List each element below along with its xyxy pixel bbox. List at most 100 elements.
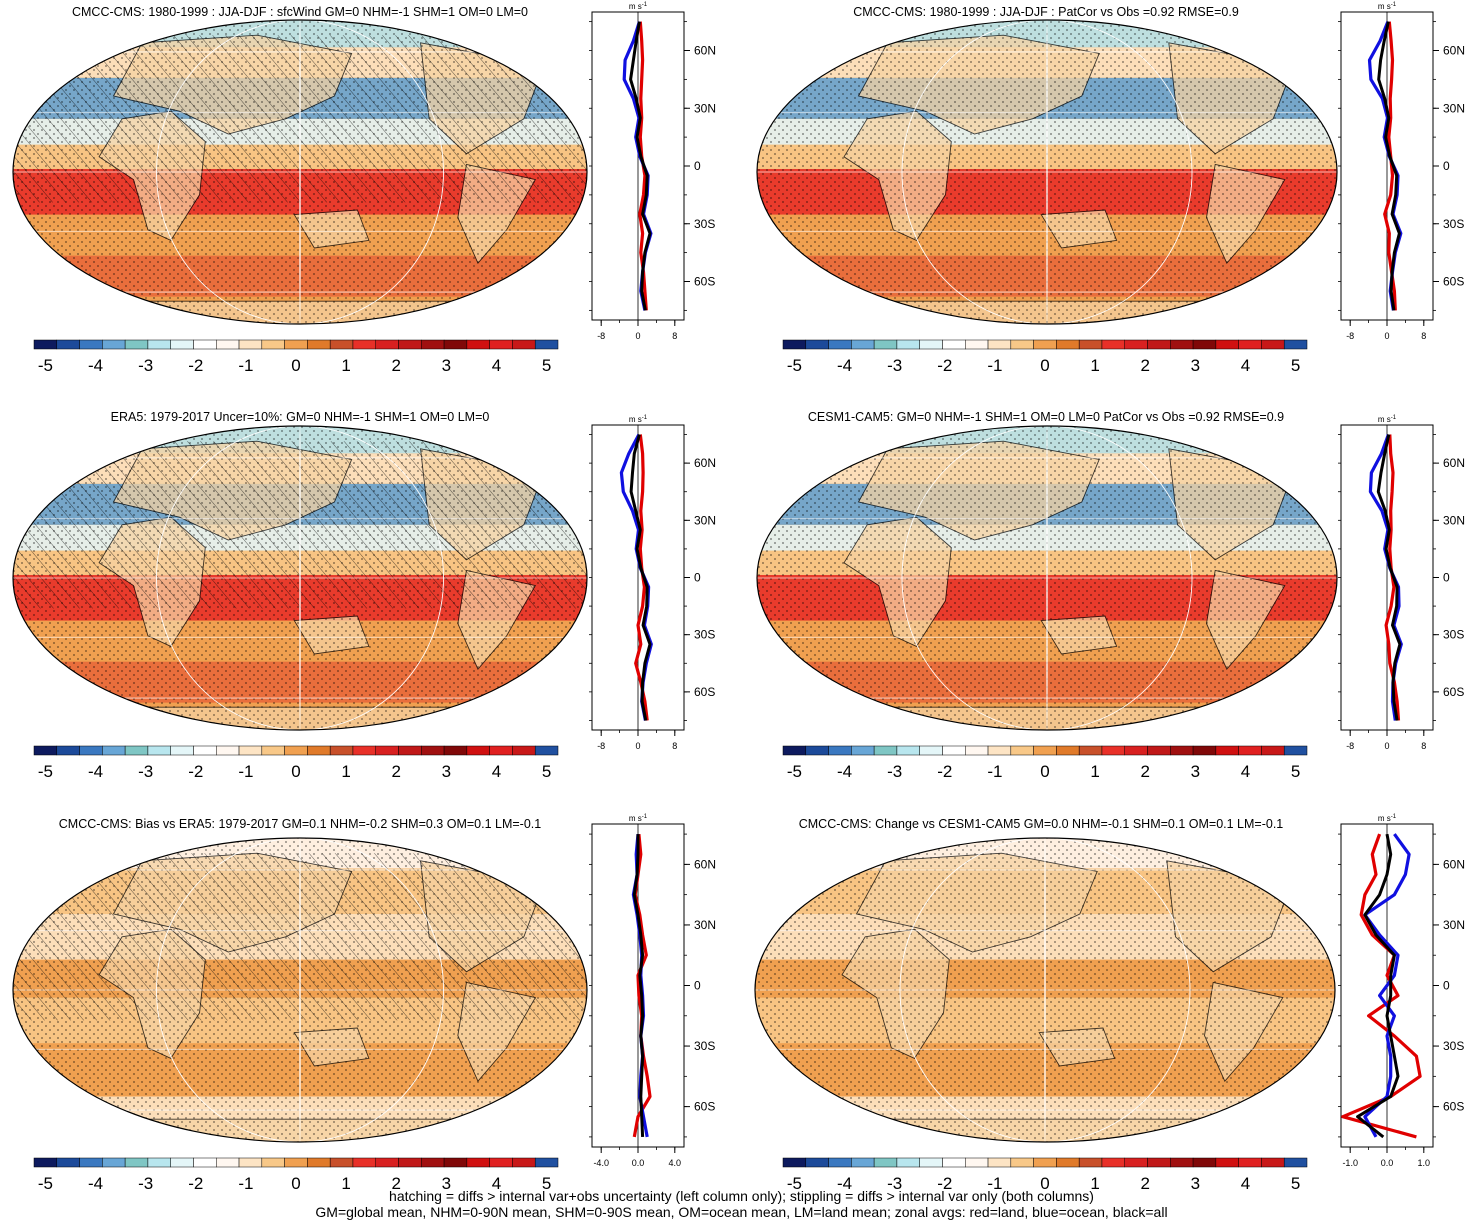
panel-title: CESM1-CAM5: GM=0 NHM=-1 SHM=1 OM=0 LM=0 … [807,410,1285,424]
lat-label: 30N [1443,513,1465,527]
colorbar-label: 3 [442,762,451,781]
colorbar-label: -4 [837,762,852,781]
colorbar-swatch [896,339,920,350]
colorbar-swatch [512,339,536,350]
zonal-series-all [629,21,652,311]
colorbar-swatch [1147,339,1171,350]
colorbar-swatch [1170,1157,1194,1168]
colorbar-swatch [102,339,126,350]
zonal-xtick-label: 0 [1384,331,1389,341]
panel-title: ERA5: 1979-2017 Uncer=10%: GM=0 NHM=-1 S… [110,410,490,424]
colorbar-swatch [851,339,875,350]
panel-6: CMCC-CMS: Change vs CESM1-CAM5 GM=0.0 NH… [741,812,1483,1193]
zonal-xtick-label: -1.0 [1342,1158,1358,1168]
zonal-units-exp: -1 [642,814,648,820]
panel-graphic: m s-1 60N 30N 0 30S 60S -4.0 0.0 4.0 -5 -4 -3 -2 -1 0 1… [12,814,716,1193]
colorbar-swatch [782,339,807,350]
meridian-1 [1046,426,1048,730]
colorbar-label: -4 [88,1174,103,1193]
colorbar-swatch [1010,339,1034,350]
colorbar-swatch [443,1157,468,1168]
colorbar-label: 3 [442,356,451,375]
colorbar-swatch [489,339,513,350]
colorbar-swatch [1078,745,1103,756]
colorbar-label: 4 [492,356,501,375]
zonal-series-all [632,834,645,1137]
colorbar-swatch [56,745,80,756]
colorbar-swatch [238,1157,263,1168]
meridian-2 [901,20,1193,324]
footer-line-2: GM=global mean, NHM=0-90N mean, SHM=0-90… [315,1204,1168,1220]
zonal-units-exp: -1 [1391,814,1397,820]
colorbar-swatch [124,745,149,756]
colorbar-swatch [919,745,943,756]
colorbar-label: 5 [542,356,551,375]
colorbar-swatch [33,339,58,350]
lat-label: 30S [1443,628,1464,642]
colorbar-swatch [873,1157,898,1168]
lat-label: 60S [694,275,715,289]
colorbar-swatch [421,1157,445,1168]
colorbar-swatch [851,745,875,756]
zonal-series-land [1341,833,1422,1139]
colorbar-swatch [56,1157,80,1168]
colorbar-swatch [965,1157,989,1168]
colorbar-swatch [79,745,103,756]
colorbar-label: 2 [1141,1174,1150,1193]
lat-label: 0 [694,979,701,993]
colorbar-label: 2 [1141,762,1150,781]
colorbar-swatch [329,745,354,756]
colorbar-swatch [896,1157,920,1168]
lat-label: 60N [1443,857,1465,871]
zonal-xtick-label: 0.0 [1381,1158,1394,1168]
lat-label: 0 [1443,159,1450,173]
colorbar-swatch [170,339,194,350]
colorbar-label: 4 [1241,1174,1250,1193]
colorbar-swatch [421,745,445,756]
colorbar-swatch [466,1157,490,1168]
colorbar-swatch [873,339,898,350]
colorbar-swatch [56,339,80,350]
colorbar-swatch [193,1157,217,1168]
zonal-series-all [1356,833,1400,1139]
colorbar-swatch [216,339,240,350]
zonal-units-exp: -1 [1391,415,1397,421]
colorbar-label: -1 [238,762,253,781]
colorbar-swatch [512,1157,536,1168]
colorbar-label: 1 [1090,356,1099,375]
panel-title: CMCC-CMS: Bias vs ERA5: 1979-2017 GM=0.1… [58,817,542,831]
colorbar-swatch [851,1157,875,1168]
colorbar-swatch [238,339,263,350]
meridian-1 [299,426,301,730]
colorbar-swatch [193,339,217,350]
colorbar-swatch [284,1157,308,1168]
zonal-units-exp: -1 [642,2,648,8]
colorbar-label: 4 [1241,762,1250,781]
colorbar-label: -5 [787,1174,802,1193]
colorbar-swatch [352,339,376,350]
colorbar-label: -5 [787,356,802,375]
colorbar-label: -3 [887,356,902,375]
zonal-xtick-label: 1.0 [1418,1158,1431,1168]
lat-label: 60N [1443,456,1465,470]
lat-label: 30S [694,1039,715,1053]
colorbar-swatch [1283,1157,1308,1168]
colorbar-label: -2 [937,762,952,781]
panel-title: CMCC-CMS: 1980-1999 : JJA-DJF : PatCor v… [853,5,1239,19]
colorbar-swatch [261,339,285,350]
meridian-1 [1044,838,1046,1142]
zonal-xtick-label: -8 [597,331,605,341]
colorbar-swatch [79,1157,103,1168]
map-fill [757,20,1337,324]
colorbar-label: 5 [1291,356,1300,375]
colorbar-label: 1 [1090,1174,1099,1193]
meridian-2 [901,426,1193,730]
colorbar-label: -4 [88,356,103,375]
colorbar-label: 0 [1040,1174,1049,1193]
zonal-xtick-label: -8 [597,741,605,751]
colorbar-swatch [1238,1157,1262,1168]
colorbar-swatch [216,745,240,756]
colorbar-label: 5 [1291,1174,1300,1193]
colorbar-label: 2 [392,762,401,781]
lat-label: 30S [1443,1039,1464,1053]
